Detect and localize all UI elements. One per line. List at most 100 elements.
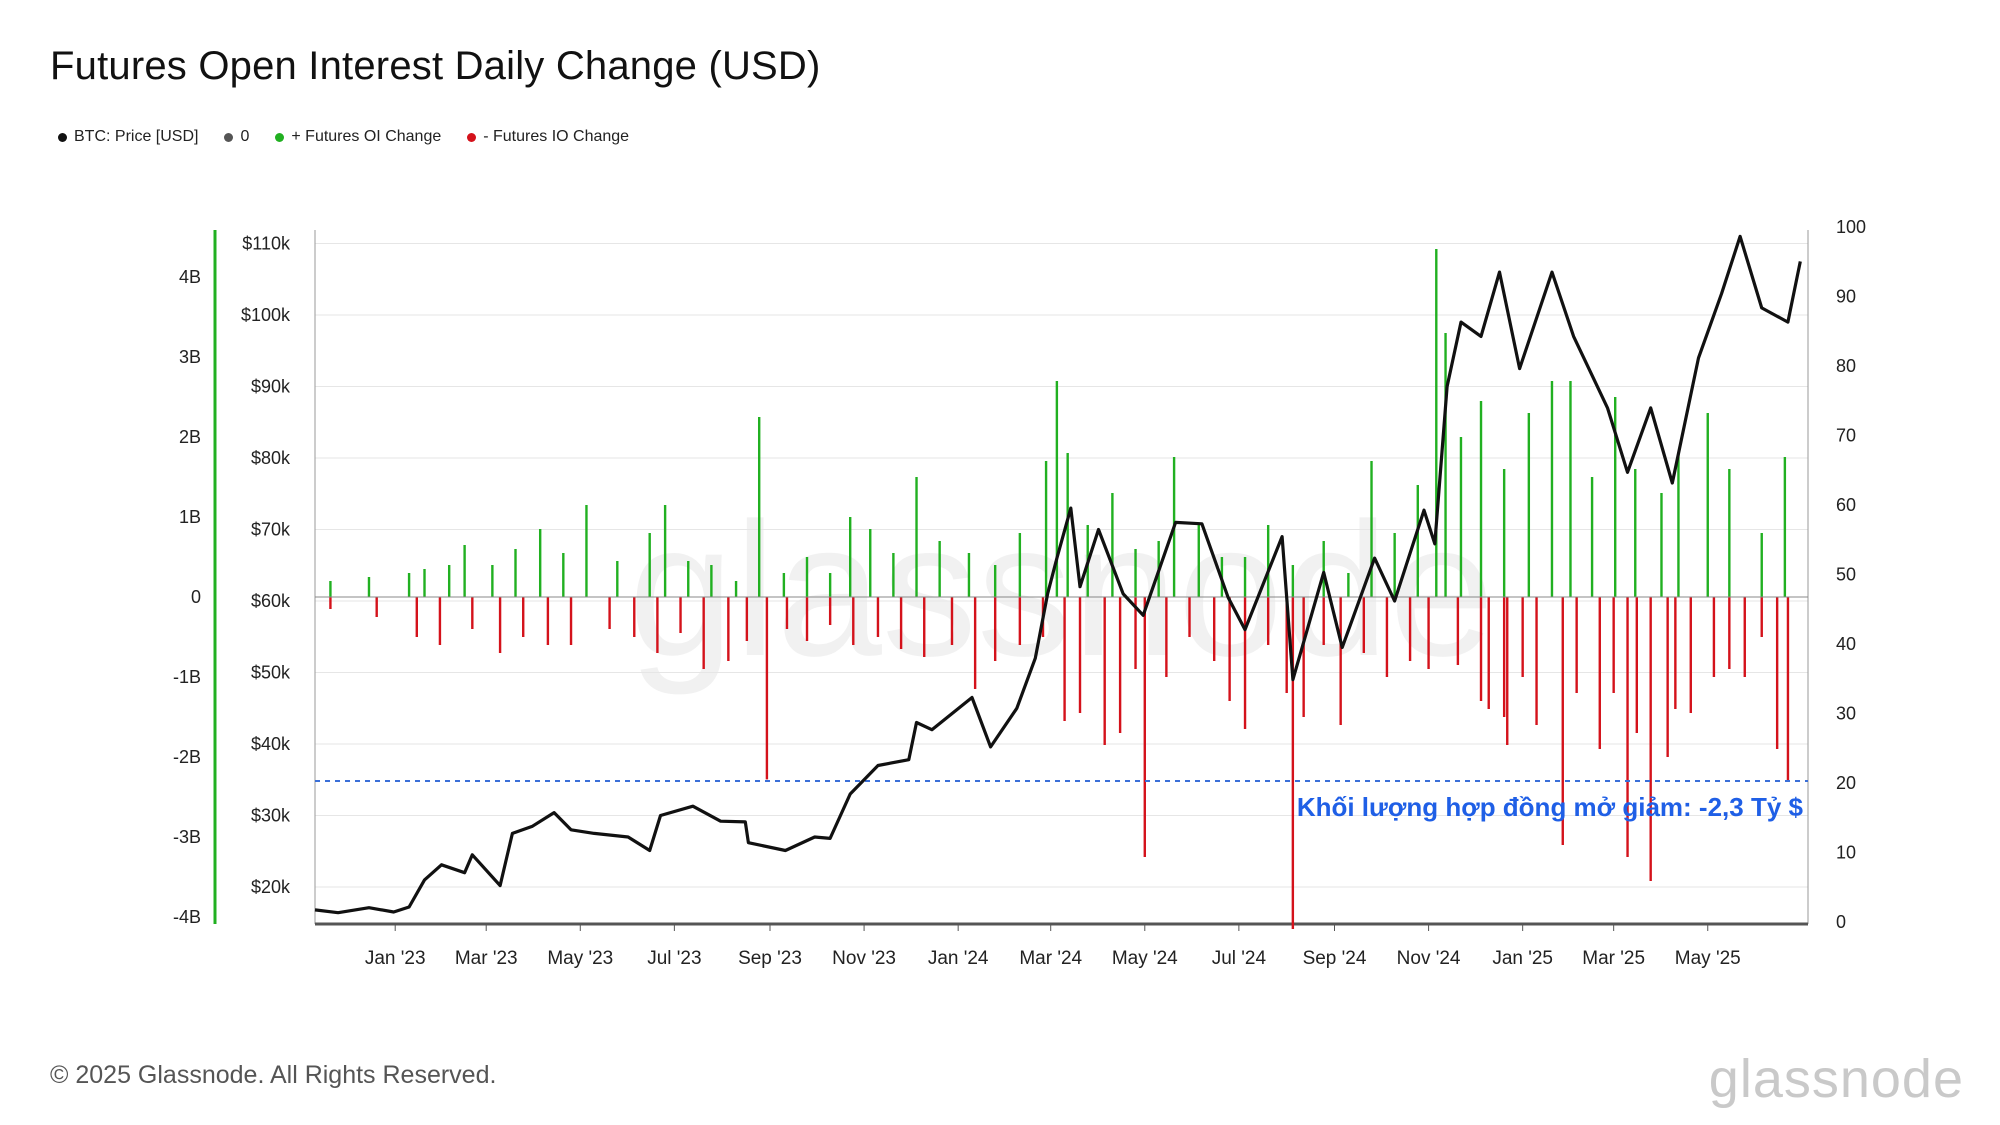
bar-negative-oi [498, 597, 502, 653]
bar-negative-oi [1775, 597, 1779, 749]
bar-negative-oi [852, 597, 855, 645]
bar-negative-oi [1649, 597, 1652, 881]
bar-negative-oi [1385, 597, 1389, 677]
bar-positive-oi [648, 533, 651, 597]
x-tick-label: Nov '23 [832, 948, 896, 969]
bar-positive-oi [1444, 333, 1447, 597]
bar-positive-oi [1435, 249, 1438, 597]
bar-negative-oi [745, 597, 749, 641]
legend-item-positive-oi[interactable]: + Futures OI Change [275, 128, 441, 146]
bar-positive-oi [848, 517, 852, 597]
bar-positive-oi [1760, 533, 1763, 597]
y-tick-label-billions: -3B [173, 827, 201, 847]
bar-negative-oi [1322, 597, 1325, 645]
y-tick-label-right: 0 [1836, 912, 1846, 932]
bar-negative-oi [1018, 597, 1022, 645]
x-tick-label: Mar '23 [455, 948, 518, 969]
bar-negative-oi [899, 597, 903, 649]
bar-negative-oi [1689, 597, 1692, 713]
bar-negative-oi [950, 597, 954, 645]
bar-positive-oi [1018, 533, 1022, 597]
x-tick-label: May '23 [547, 948, 613, 969]
bar-negative-oi [1291, 597, 1295, 929]
y-tick-label-price: $100k [241, 305, 291, 325]
bar-negative-oi [1743, 597, 1746, 677]
bar-negative-oi [1188, 597, 1191, 637]
bar-negative-oi [375, 597, 378, 617]
x-tick-label: Jan '23 [365, 948, 426, 969]
bar-positive-oi [1243, 557, 1247, 597]
y-tick-label-right: 70 [1836, 426, 1856, 446]
bar-negative-oi [1635, 597, 1638, 733]
bar-positive-oi [423, 569, 426, 597]
legend-dot-positive-oi [275, 132, 285, 142]
bar-negative-oi [993, 597, 997, 661]
brand-logo: glassnode [1708, 1049, 1964, 1109]
legend-dot-zero [224, 132, 234, 142]
x-tick-label: Jul '23 [647, 948, 701, 969]
bar-positive-oi [447, 565, 451, 597]
bar-negative-oi [329, 597, 332, 609]
bar-positive-oi [1111, 493, 1114, 597]
x-tick-label: May '25 [1675, 948, 1741, 969]
bar-negative-oi [569, 597, 573, 645]
y-tick-label-billions: 1B [179, 507, 201, 527]
bar-positive-oi [687, 561, 690, 597]
bar-positive-oi [938, 541, 941, 597]
bar-negative-oi [1243, 597, 1247, 729]
bar-negative-oi [1212, 597, 1216, 661]
bar-negative-oi [973, 597, 977, 689]
x-tick-label: May '24 [1112, 948, 1178, 969]
legend-item-negative-oi[interactable]: - Futures IO Change [467, 128, 629, 146]
bars-group [329, 249, 1790, 929]
bar-positive-oi [663, 505, 667, 597]
bar-negative-oi [1103, 597, 1106, 745]
bar-negative-oi [656, 597, 659, 653]
bar-negative-oi [1285, 597, 1288, 693]
bar-positive-oi [1527, 413, 1531, 597]
y-tick-label-price: $20k [251, 877, 291, 897]
x-tick-label: Mar '24 [1019, 948, 1082, 969]
legend-item-zero[interactable]: 0 [224, 128, 249, 146]
y-tick-label-billions: -4B [173, 907, 201, 927]
y-tick-label-right: 20 [1836, 773, 1856, 793]
bar-positive-oi [1416, 485, 1419, 597]
bar-positive-oi [757, 417, 761, 597]
bar-negative-oi [1612, 597, 1615, 693]
bar-negative-oi [1118, 597, 1122, 733]
legend-label-zero: 0 [240, 128, 250, 145]
bar-negative-oi [1479, 597, 1483, 701]
bar-positive-oi [585, 505, 588, 597]
bar-positive-oi [734, 581, 738, 597]
bar-negative-oi [438, 597, 442, 645]
y-tick-label-price: $30k [251, 806, 291, 826]
bar-positive-oi [1291, 565, 1295, 597]
y-tick-label-price: $70k [251, 520, 291, 540]
bar-positive-oi [1634, 469, 1637, 597]
bar-negative-oi [1786, 597, 1790, 781]
bar-negative-oi [1143, 597, 1146, 857]
bar-positive-oi [1055, 381, 1059, 597]
bar-negative-oi [1502, 597, 1506, 717]
bar-positive-oi [1459, 437, 1463, 597]
bar-negative-oi [923, 597, 926, 657]
bar-negative-oi [1666, 597, 1669, 757]
legend: BTC: Price [USD] 0 + Futures OI Change -… [58, 128, 629, 146]
bar-negative-oi [1626, 597, 1629, 857]
bar-negative-oi [1266, 597, 1270, 645]
copyright-text: © 2025 Glassnode. All Rights Reserved. [50, 1061, 497, 1089]
bar-negative-oi [679, 597, 682, 633]
y-tick-label-price: $90k [251, 377, 291, 397]
bar-negative-oi [765, 597, 769, 780]
bar-negative-oi [1165, 597, 1168, 677]
bar-positive-oi [805, 557, 809, 597]
x-tick-label: Jan '25 [1492, 948, 1553, 969]
bar-positive-oi [1677, 453, 1680, 597]
y-tick-label-price: $40k [251, 734, 291, 754]
bar-negative-oi [1712, 597, 1716, 677]
bar-positive-oi [1660, 493, 1663, 597]
legend-item-price[interactable]: BTC: Price [USD] [58, 128, 198, 146]
bar-positive-oi [1044, 461, 1048, 597]
bar-positive-oi [892, 553, 895, 597]
